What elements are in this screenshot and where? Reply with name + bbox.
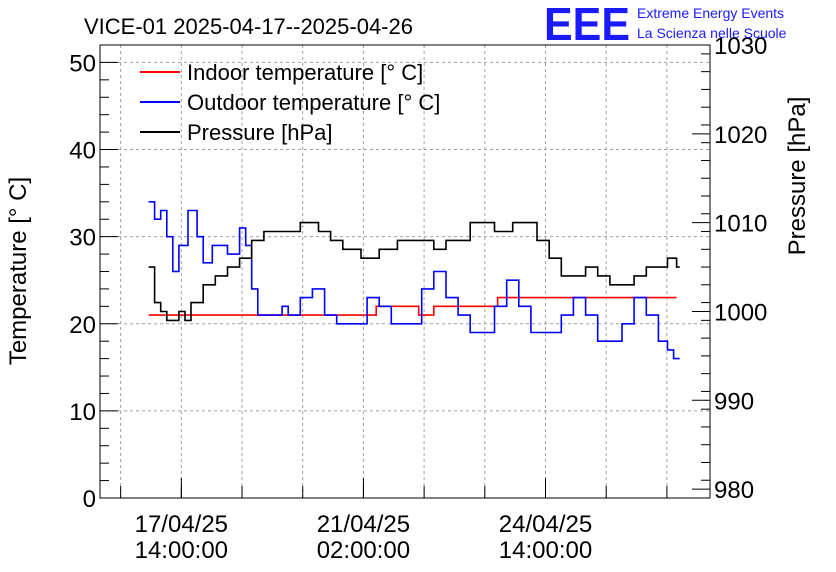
ticks: 01020304050980990100010101020103017/04/2… [69,33,767,564]
series-outdoor-temperature [148,201,680,360]
y2-tick-label: 1000 [714,299,767,326]
y-axis-label: Temperature [° C] [5,177,32,365]
series-indoor-temperature [148,296,677,316]
x-tick-date: 17/04/25 [135,511,228,538]
logo-line-1: Extreme Energy Events [637,5,784,21]
x-tick-time: 14:00:00 [499,537,592,564]
y-tick-label: 10 [69,399,96,426]
y-tick-label: 30 [69,225,96,252]
series-pressure [148,221,680,322]
y2-tick-label: 1030 [714,33,767,60]
y-tick-label: 50 [69,50,96,77]
logo: EEE Extreme Energy Events La Scienza nel… [544,0,787,50]
legend-label-outdoor: Outdoor temperature [° C] [187,90,440,115]
y-tick-label: 40 [69,138,96,165]
x-tick-date: 24/04/25 [499,511,592,538]
x-tick-date: 21/04/25 [317,511,410,538]
chart-title: VICE-01 2025-04-17--2025-04-26 [84,14,413,39]
y2-tick-label: 980 [714,477,754,504]
y2-tick-label: 1010 [714,211,767,238]
legend-label-indoor: Indoor temperature [° C] [187,60,423,85]
legend: Indoor temperature [° C] Outdoor tempera… [140,60,440,145]
y-tick-label: 20 [69,312,96,339]
x-tick-time: 14:00:00 [135,537,228,564]
logo-line-2: La Scienza nelle Scuole [637,25,787,41]
x-tick-time: 02:00:00 [317,537,410,564]
y2-tick-label: 1020 [714,122,767,149]
y-tick-label: 0 [83,486,96,513]
y2-axis-label: Pressure [hPa] [784,97,811,256]
logo-mark: EEE [544,0,630,50]
legend-label-pressure: Pressure [hPa] [187,120,333,145]
series-layer [148,201,680,360]
y2-tick-label: 990 [714,388,754,415]
